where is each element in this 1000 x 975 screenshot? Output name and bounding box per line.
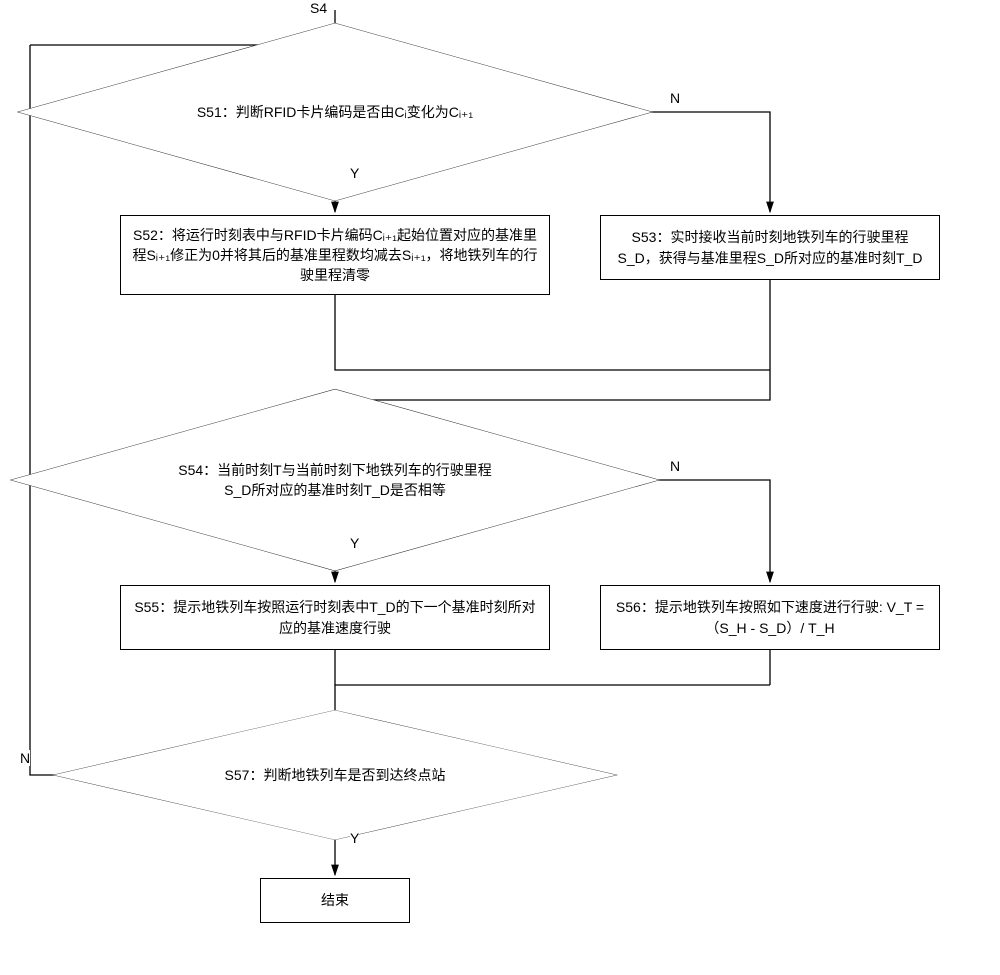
branch-label-y: Y [350, 535, 359, 551]
branch-label-n: N [670, 90, 680, 106]
branch-label-n: N [20, 750, 30, 766]
branch-label-n: N [670, 458, 680, 474]
process-s56: S56：提示地铁列车按照如下速度进行行驶: V_T =（S_H - S_D）/ … [600, 585, 940, 650]
branch-label-y: Y [350, 165, 359, 181]
process-s53: S53：实时接收当前时刻地铁列车的行驶里程S_D，获得与基准里程S_D所对应的基… [600, 215, 940, 280]
branch-label-y: Y [350, 830, 359, 846]
terminator-end: 结束 [260, 878, 410, 923]
